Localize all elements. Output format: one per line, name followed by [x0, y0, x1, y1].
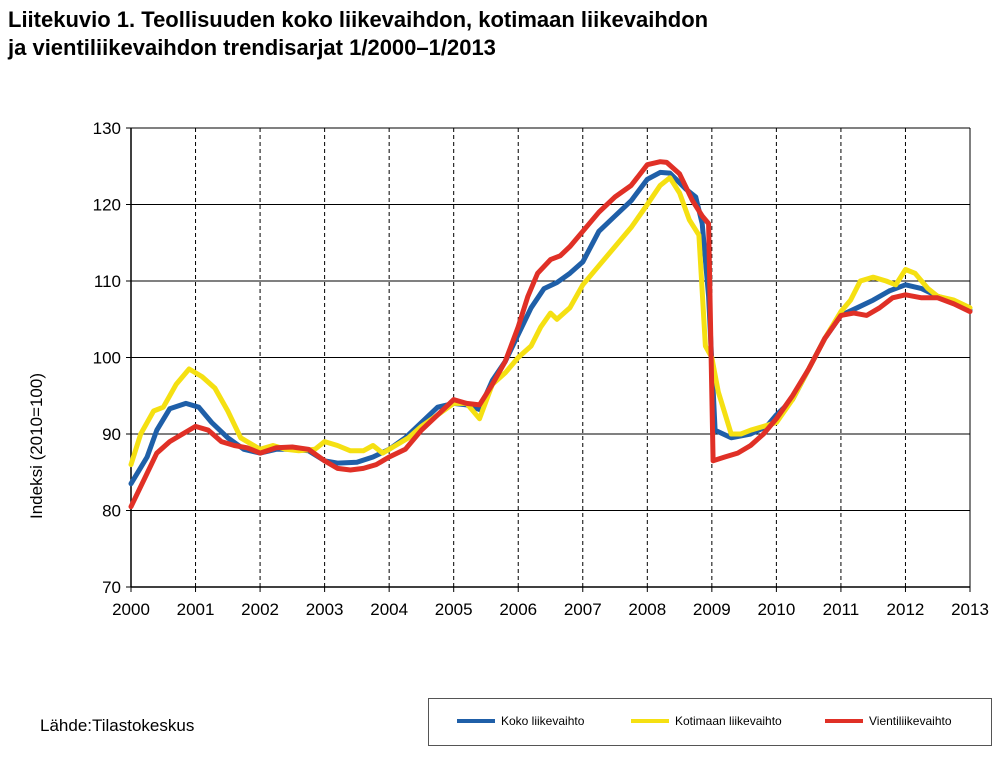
y-tick-label: 120: [93, 196, 121, 215]
chart-title: Liitekuvio 1. Teollisuuden koko liikevai…: [8, 6, 988, 62]
y-tick-label: 80: [102, 502, 121, 521]
chart-grid: [131, 127, 970, 587]
legend-item-koko: Koko liikevaihto: [457, 714, 584, 728]
x-tick-label: 2000: [112, 600, 150, 619]
x-tick-label: 2010: [757, 600, 795, 619]
x-tick-label: 2012: [887, 600, 925, 619]
legend-swatch-kotimaan: [631, 719, 669, 723]
chart-title-line-1: Liitekuvio 1. Teollisuuden koko liikevai…: [8, 7, 709, 32]
y-tick-label: 110: [94, 272, 121, 291]
y-tick-label: 90: [102, 425, 121, 444]
y-axis-label: Indeksi (2010=100): [27, 373, 46, 519]
chart-axes: 70 80 90 100 110 120 130 2000 2001 2002 2003 2004 20…: [93, 119, 989, 619]
x-tick-label: 2013: [951, 600, 989, 619]
line-chart: 70 80 90 100 110 120 130 2000 2001 2002 2003 2004 20…: [27, 119, 989, 619]
chart-title-line-2: ja vientiliikevaihdon trendisarjat 1/200…: [8, 35, 496, 60]
x-tick-label: 2009: [693, 600, 731, 619]
x-tick-label: 2002: [241, 600, 279, 619]
x-tick-label: 2005: [435, 600, 473, 619]
y-tick-label: 70: [102, 578, 121, 597]
x-tick-label: 2008: [628, 600, 666, 619]
legend-item-kotimaan: Kotimaan liikevaihto: [631, 714, 782, 728]
x-tick-label: 2001: [177, 600, 215, 619]
x-tick-label: 2004: [370, 600, 408, 619]
x-tick-label: 2003: [306, 600, 344, 619]
source-note: Lähde:Tilastokeskus: [40, 716, 195, 735]
series-line-vienti: [128, 159, 973, 510]
y-tick-label: 100: [93, 349, 121, 368]
legend-item-vienti: Vientiliikevaihto: [825, 714, 952, 728]
legend-label-vienti: Vientiliikevaihto: [869, 714, 952, 728]
chart-series: [128, 159, 973, 510]
x-tick-label: 2007: [564, 600, 602, 619]
y-tick-label: 130: [93, 119, 121, 138]
legend-label-kotimaan: Kotimaan liikevaihto: [675, 714, 782, 728]
x-tick-label: 2006: [499, 600, 537, 619]
legend-swatch-vienti: [825, 719, 863, 723]
legend-label-koko: Koko liikevaihto: [501, 714, 585, 728]
x-tick-label: 2011: [823, 600, 860, 619]
legend-swatch-koko: [457, 719, 495, 723]
chart-legend: Koko liikevaihto Kotimaan liikevaihto Vi…: [428, 698, 992, 746]
